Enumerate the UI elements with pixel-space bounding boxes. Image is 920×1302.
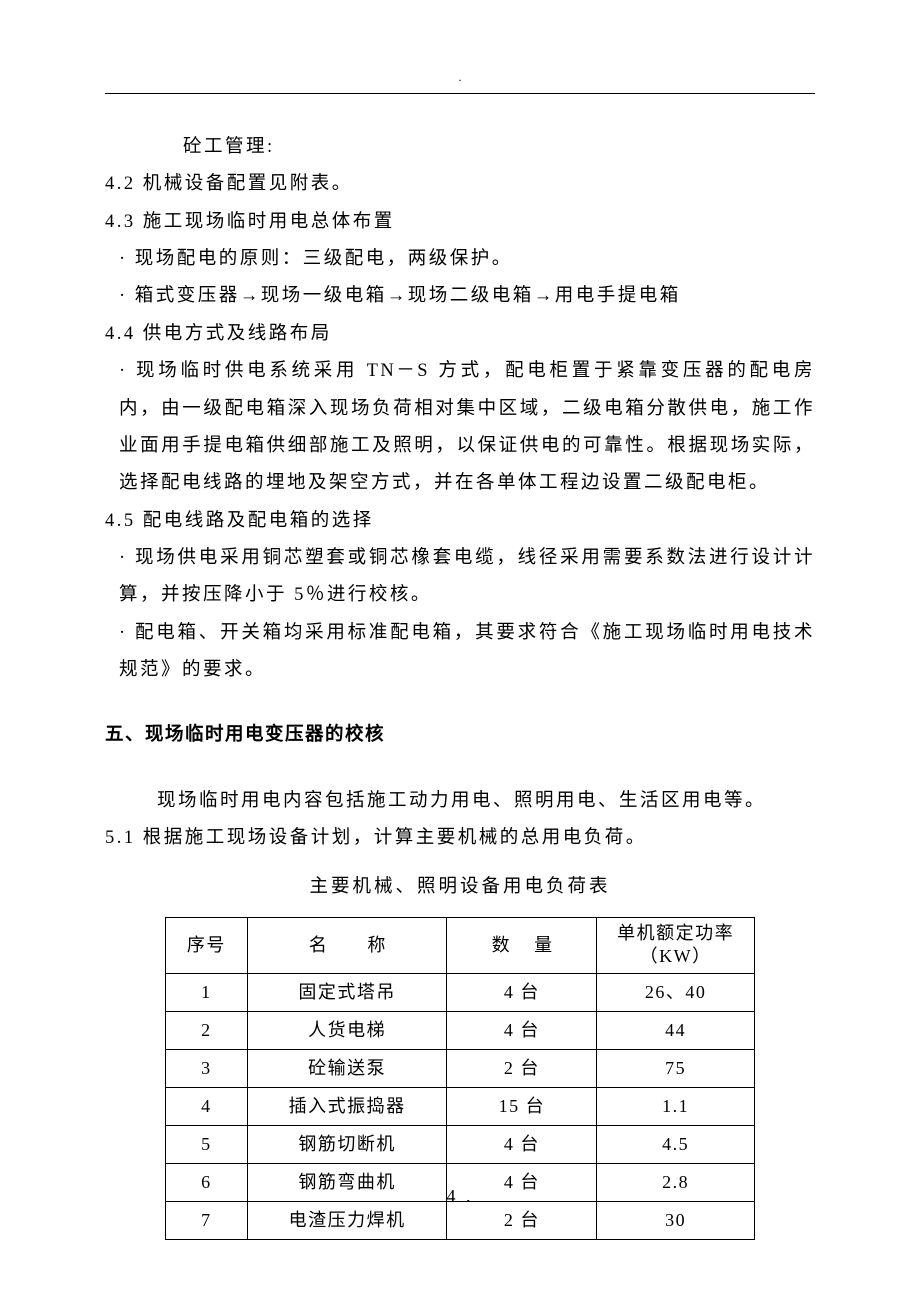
body-5b: 5.1 根据施工现场设备计划，计算主要机械的总用电负荷。 — [105, 820, 815, 857]
header-dot: . — [105, 70, 815, 85]
line-6: 4.4 供电方式及线路布局 — [105, 316, 815, 353]
-cell-pow: 1.1 — [597, 1087, 755, 1125]
cell-qty: 4 台 — [447, 973, 597, 1011]
cell-qty: 15 台 — [447, 1087, 597, 1125]
th-name-text: 名 称 — [291, 935, 404, 955]
th-power: 单机额定功率 （KW） — [597, 917, 755, 973]
cell-pow: 75 — [597, 1049, 755, 1087]
th-seq: 序号 — [166, 917, 248, 973]
th-name: 名 称 — [247, 917, 447, 973]
th-qty: 数 量 — [447, 917, 597, 973]
th-power-line1: 单机额定功率 — [597, 922, 754, 945]
cell-qty: 2 台 — [447, 1049, 597, 1087]
cell-seq: 4 — [166, 1087, 248, 1125]
table-row: 5 钢筋切断机 4 台 4.5 — [166, 1125, 755, 1163]
cell-qty: 4 台 — [447, 1125, 597, 1163]
table-row: 4 插入式振捣器 15 台 1.1 — [166, 1087, 755, 1125]
page-number: 4 . — [0, 1186, 920, 1207]
body-5a: 现场临时用电内容包括施工动力用电、照明用电、生活区用电等。 — [105, 783, 815, 820]
th-power-line2: （KW） — [597, 945, 754, 968]
line-4: · 现场配电的原则：三级配电，两级保护。 — [105, 241, 815, 278]
cell-pow: 44 — [597, 1011, 755, 1049]
cell-qty: 4 台 — [447, 1011, 597, 1049]
line-7: · 现场临时供电系统采用 TN－S 方式，配电柜置于紧靠变压器的配电房内，由一级… — [105, 353, 815, 502]
table-row: 1 固定式塔吊 4 台 26、40 — [166, 973, 755, 1011]
cell-name: 钢筋切断机 — [247, 1125, 447, 1163]
line-5: · 箱式变压器→现场一级电箱→现场二级电箱→用电手提电箱 — [105, 278, 815, 315]
section-heading-5: 五、现场临时用电变压器的校核 — [105, 717, 815, 754]
table-row: 3 砼输送泵 2 台 75 — [166, 1049, 755, 1087]
line-9: · 现场供电采用铜芯塑套或铜芯橡套电缆，线径采用需要系数法进行设计计算，并按压降… — [105, 540, 815, 615]
content-body: 砼工管理: 4.2 机械设备配置见附表。 4.3 施工现场临时用电总体布置 · … — [105, 129, 815, 1240]
document-page: . 砼工管理: 4.2 机械设备配置见附表。 4.3 施工现场临时用电总体布置 … — [0, 0, 920, 1240]
cell-seq: 3 — [166, 1049, 248, 1087]
header-rule — [105, 93, 815, 94]
line-1: 砼工管理: — [105, 129, 815, 166]
table-row: 2 人货电梯 4 台 44 — [166, 1011, 755, 1049]
cell-name: 固定式塔吊 — [247, 973, 447, 1011]
cell-name: 插入式振捣器 — [247, 1087, 447, 1125]
line-3: 4.3 施工现场临时用电总体布置 — [105, 204, 815, 241]
cell-seq: 1 — [166, 973, 248, 1011]
cell-seq: 2 — [166, 1011, 248, 1049]
cell-seq: 5 — [166, 1125, 248, 1163]
th-qty-text: 数 量 — [482, 935, 563, 955]
cell-pow: 4.5 — [597, 1125, 755, 1163]
line-8: 4.5 配电线路及配电箱的选择 — [105, 503, 815, 540]
table-title: 主要机械、照明设备用电负荷表 — [105, 869, 815, 906]
table-header-row: 序号 名 称 数 量 单机额定功率 （KW） — [166, 917, 755, 973]
line-10: · 配电箱、开关箱均采用标准配电箱，其要求符合《施工现场临时用电技术规范》的要求… — [105, 615, 815, 690]
cell-name: 人货电梯 — [247, 1011, 447, 1049]
cell-pow: 26、40 — [597, 973, 755, 1011]
line-2: 4.2 机械设备配置见附表。 — [105, 166, 815, 203]
cell-name: 砼输送泵 — [247, 1049, 447, 1087]
